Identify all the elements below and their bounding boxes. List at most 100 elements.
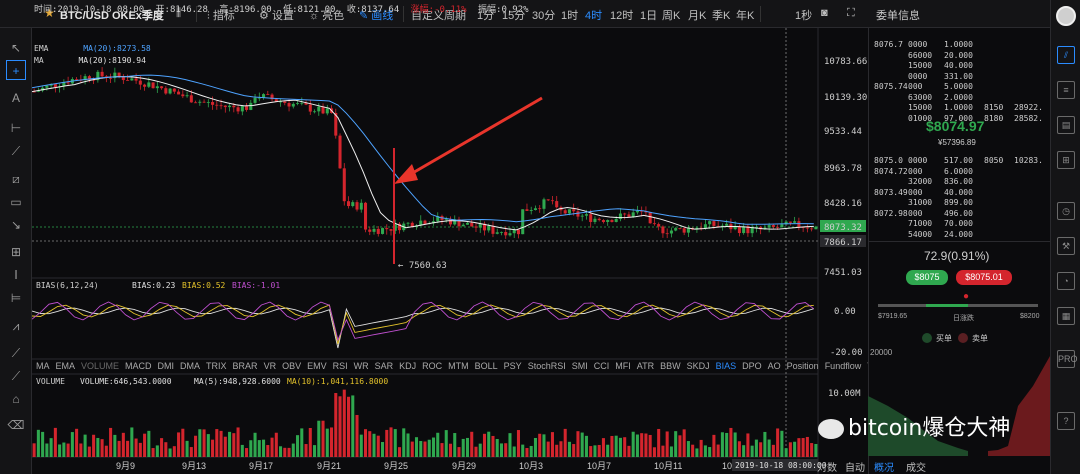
- grid-panel-icon[interactable]: ⊞: [1057, 151, 1075, 169]
- order-book-row[interactable]: 8074.72 000 6.0000: [874, 166, 973, 176]
- camera-icon[interactable]: ◙: [821, 7, 828, 19]
- indicator-tab-smi[interactable]: SMI: [571, 361, 588, 371]
- indicator-tab-skdj[interactable]: SKDJ: [686, 361, 710, 371]
- indicator-tab-boll[interactable]: BOLL: [474, 361, 498, 371]
- period-30m[interactable]: 30分: [532, 10, 556, 22]
- period-1m[interactable]: 1分: [477, 10, 495, 22]
- ruler-icon[interactable]: ⟋: [11, 346, 21, 360]
- order-book-row[interactable]: 8076.7 0000 1.0000: [874, 40, 973, 49]
- order-book-row[interactable]: 8073.49 000 40.000: [874, 187, 973, 197]
- indicator-tab-macd[interactable]: MACD: [125, 361, 152, 371]
- theme-button[interactable]: ☼ 亮色: [309, 10, 345, 22]
- fib-levels-icon[interactable]: Ⅰ: [14, 268, 18, 282]
- chart-type-icon[interactable]: ⫼: [176, 7, 182, 19]
- indicator-tab-bias[interactable]: BIAS: [715, 361, 737, 371]
- indicator-tab-volume[interactable]: VOLUME: [81, 361, 120, 371]
- crosshair-icon[interactable]: +: [6, 60, 26, 80]
- chart-panel-icon[interactable]: ⫽: [1057, 46, 1075, 64]
- indicator-tab-bbw[interactable]: BBW: [660, 361, 681, 371]
- order-book-row[interactable]: 66000 20.000: [908, 50, 973, 60]
- indicator-tab-emv[interactable]: EMV: [307, 361, 327, 371]
- order-book-row[interactable]: 01000 97.000 8180 28582.: [908, 113, 1043, 123]
- lock-icon[interactable]: ⌂: [12, 392, 20, 406]
- gann-icon[interactable]: ⊨: [10, 291, 22, 305]
- indicator-tab-obv[interactable]: OBV: [282, 361, 302, 371]
- symbol-title[interactable]: BTC/USD OKEx季度: [60, 10, 164, 22]
- indicator-tab-cci[interactable]: CCI: [593, 361, 610, 371]
- pattern-icon[interactable]: ⩘: [12, 319, 20, 333]
- search-icon[interactable]: ⌕: [156, 7, 163, 19]
- trend-line-icon[interactable]: ⟋: [11, 144, 21, 158]
- period-12h[interactable]: 12时: [610, 10, 634, 22]
- sell-price-button[interactable]: $8075.01: [956, 270, 1012, 285]
- period-custom[interactable]: 自定义周期: [411, 10, 466, 22]
- draw-button[interactable]: ✎ 画线: [359, 10, 394, 22]
- period-1h[interactable]: 1时: [561, 10, 579, 22]
- order-book-row[interactable]: 8072.98 000 496.00: [874, 208, 973, 218]
- horizontal-line-icon[interactable]: ⊢: [10, 121, 22, 135]
- indicator-tab-psy[interactable]: PSY: [503, 361, 522, 371]
- indicator-tab-dmi[interactable]: DMI: [157, 361, 175, 371]
- indicator-tab-position[interactable]: Position: [786, 361, 819, 371]
- indicator-tab-brar[interactable]: BRAR: [232, 361, 258, 371]
- text-icon[interactable]: A: [11, 91, 20, 105]
- period-week[interactable]: 周K: [662, 10, 681, 22]
- list-panel-icon[interactable]: ≡: [1057, 81, 1075, 99]
- arrow-line-icon[interactable]: ↘: [10, 218, 22, 232]
- clock-icon[interactable]: ◷: [1057, 202, 1075, 220]
- settings-button[interactable]: ⚙ 设置: [259, 10, 294, 22]
- indicator-tab-ao[interactable]: AO: [767, 361, 781, 371]
- buy-price-button[interactable]: $8075: [906, 270, 948, 285]
- indicator-tab-stochrsi[interactable]: StochRSI: [527, 361, 566, 371]
- order-book-row[interactable]: 15000 1.0000 8150 28922.: [908, 103, 1043, 112]
- order-book-row[interactable]: 54000 24.000: [908, 229, 973, 239]
- brush-icon[interactable]: ⟋: [11, 369, 21, 383]
- indicator-tab-mtm[interactable]: MTM: [448, 361, 469, 371]
- candlestick-chart[interactable]: 10783.66 10139.30 9533.44 8963.78 8428.16 807…: [31, 28, 868, 474]
- avatar[interactable]: [1056, 6, 1076, 26]
- indicator-tab-atr[interactable]: ATR: [636, 361, 655, 371]
- period-4h[interactable]: 4时: [585, 10, 603, 22]
- period-year[interactable]: 年K: [736, 10, 755, 22]
- alert-icon[interactable]: ◔: [1057, 272, 1075, 290]
- indicator-tab-fundflow[interactable]: Fundflow: [824, 361, 862, 371]
- indicator-button[interactable]: ⫶ 指标: [207, 10, 235, 22]
- favorite-star-icon[interactable]: ★: [44, 6, 55, 20]
- fullscreen-icon[interactable]: ⛶: [847, 7, 855, 19]
- tab-auto[interactable]: 自动: [845, 463, 865, 474]
- period-month[interactable]: 月K: [688, 10, 707, 22]
- pro-icon[interactable]: PRO: [1057, 350, 1078, 368]
- indicator-tab-ema[interactable]: EMA: [55, 361, 76, 371]
- indicator-tab-wr[interactable]: WR: [353, 361, 369, 371]
- order-book-row[interactable]: 8075.74 000 5.0000: [874, 82, 973, 91]
- cursor-icon[interactable]: ↖: [10, 41, 22, 55]
- order-book-row[interactable]: 63000 2.0000: [908, 92, 973, 102]
- speed-label[interactable]: 1秒: [795, 10, 813, 22]
- channel-icon[interactable]: ⧄: [12, 172, 20, 186]
- order-book-row[interactable]: 71000 70.000: [908, 219, 973, 228]
- order-panel-icon[interactable]: ▤: [1057, 116, 1075, 134]
- trash-icon[interactable]: ⌫: [7, 418, 25, 432]
- order-book-row[interactable]: 31000 899.00: [908, 198, 973, 207]
- order-book-row[interactable]: 32000 836.00: [908, 177, 973, 186]
- tab-log[interactable]: 对数: [817, 463, 837, 474]
- period-quarter[interactable]: 季K: [712, 10, 731, 22]
- help-icon[interactable]: ?: [1057, 412, 1075, 430]
- indicator-tab-dma[interactable]: DMA: [180, 361, 201, 371]
- tab-trades[interactable]: 成交: [906, 463, 926, 474]
- indicator-tab-ma[interactable]: MA: [36, 361, 50, 371]
- indicator-tab-vr[interactable]: VR: [263, 361, 277, 371]
- tab-overview[interactable]: 概况: [874, 463, 894, 474]
- indicator-tab-dpo[interactable]: DPO: [742, 361, 762, 371]
- calendar-icon[interactable]: ▦: [1057, 307, 1075, 325]
- indicator-tab-kdj[interactable]: KDJ: [399, 361, 417, 371]
- period-1d[interactable]: 1日: [640, 10, 658, 22]
- chart-area[interactable]: 10783.66 10139.30 9533.44 8963.78 8428.16 807…: [31, 28, 868, 474]
- order-book-row[interactable]: 8075.0 0000 517.00 8050 10283.: [874, 156, 1043, 165]
- indicator-tab-sar[interactable]: SAR: [374, 361, 394, 371]
- indicator-tab-rsi[interactable]: RSI: [332, 361, 348, 371]
- order-book-row[interactable]: 0000 331.00: [908, 71, 973, 81]
- fib-grid-icon[interactable]: ⊞: [10, 245, 22, 259]
- tool-panel-icon[interactable]: ⚒: [1057, 237, 1075, 255]
- indicator-tab-trix[interactable]: TRIX: [206, 361, 227, 371]
